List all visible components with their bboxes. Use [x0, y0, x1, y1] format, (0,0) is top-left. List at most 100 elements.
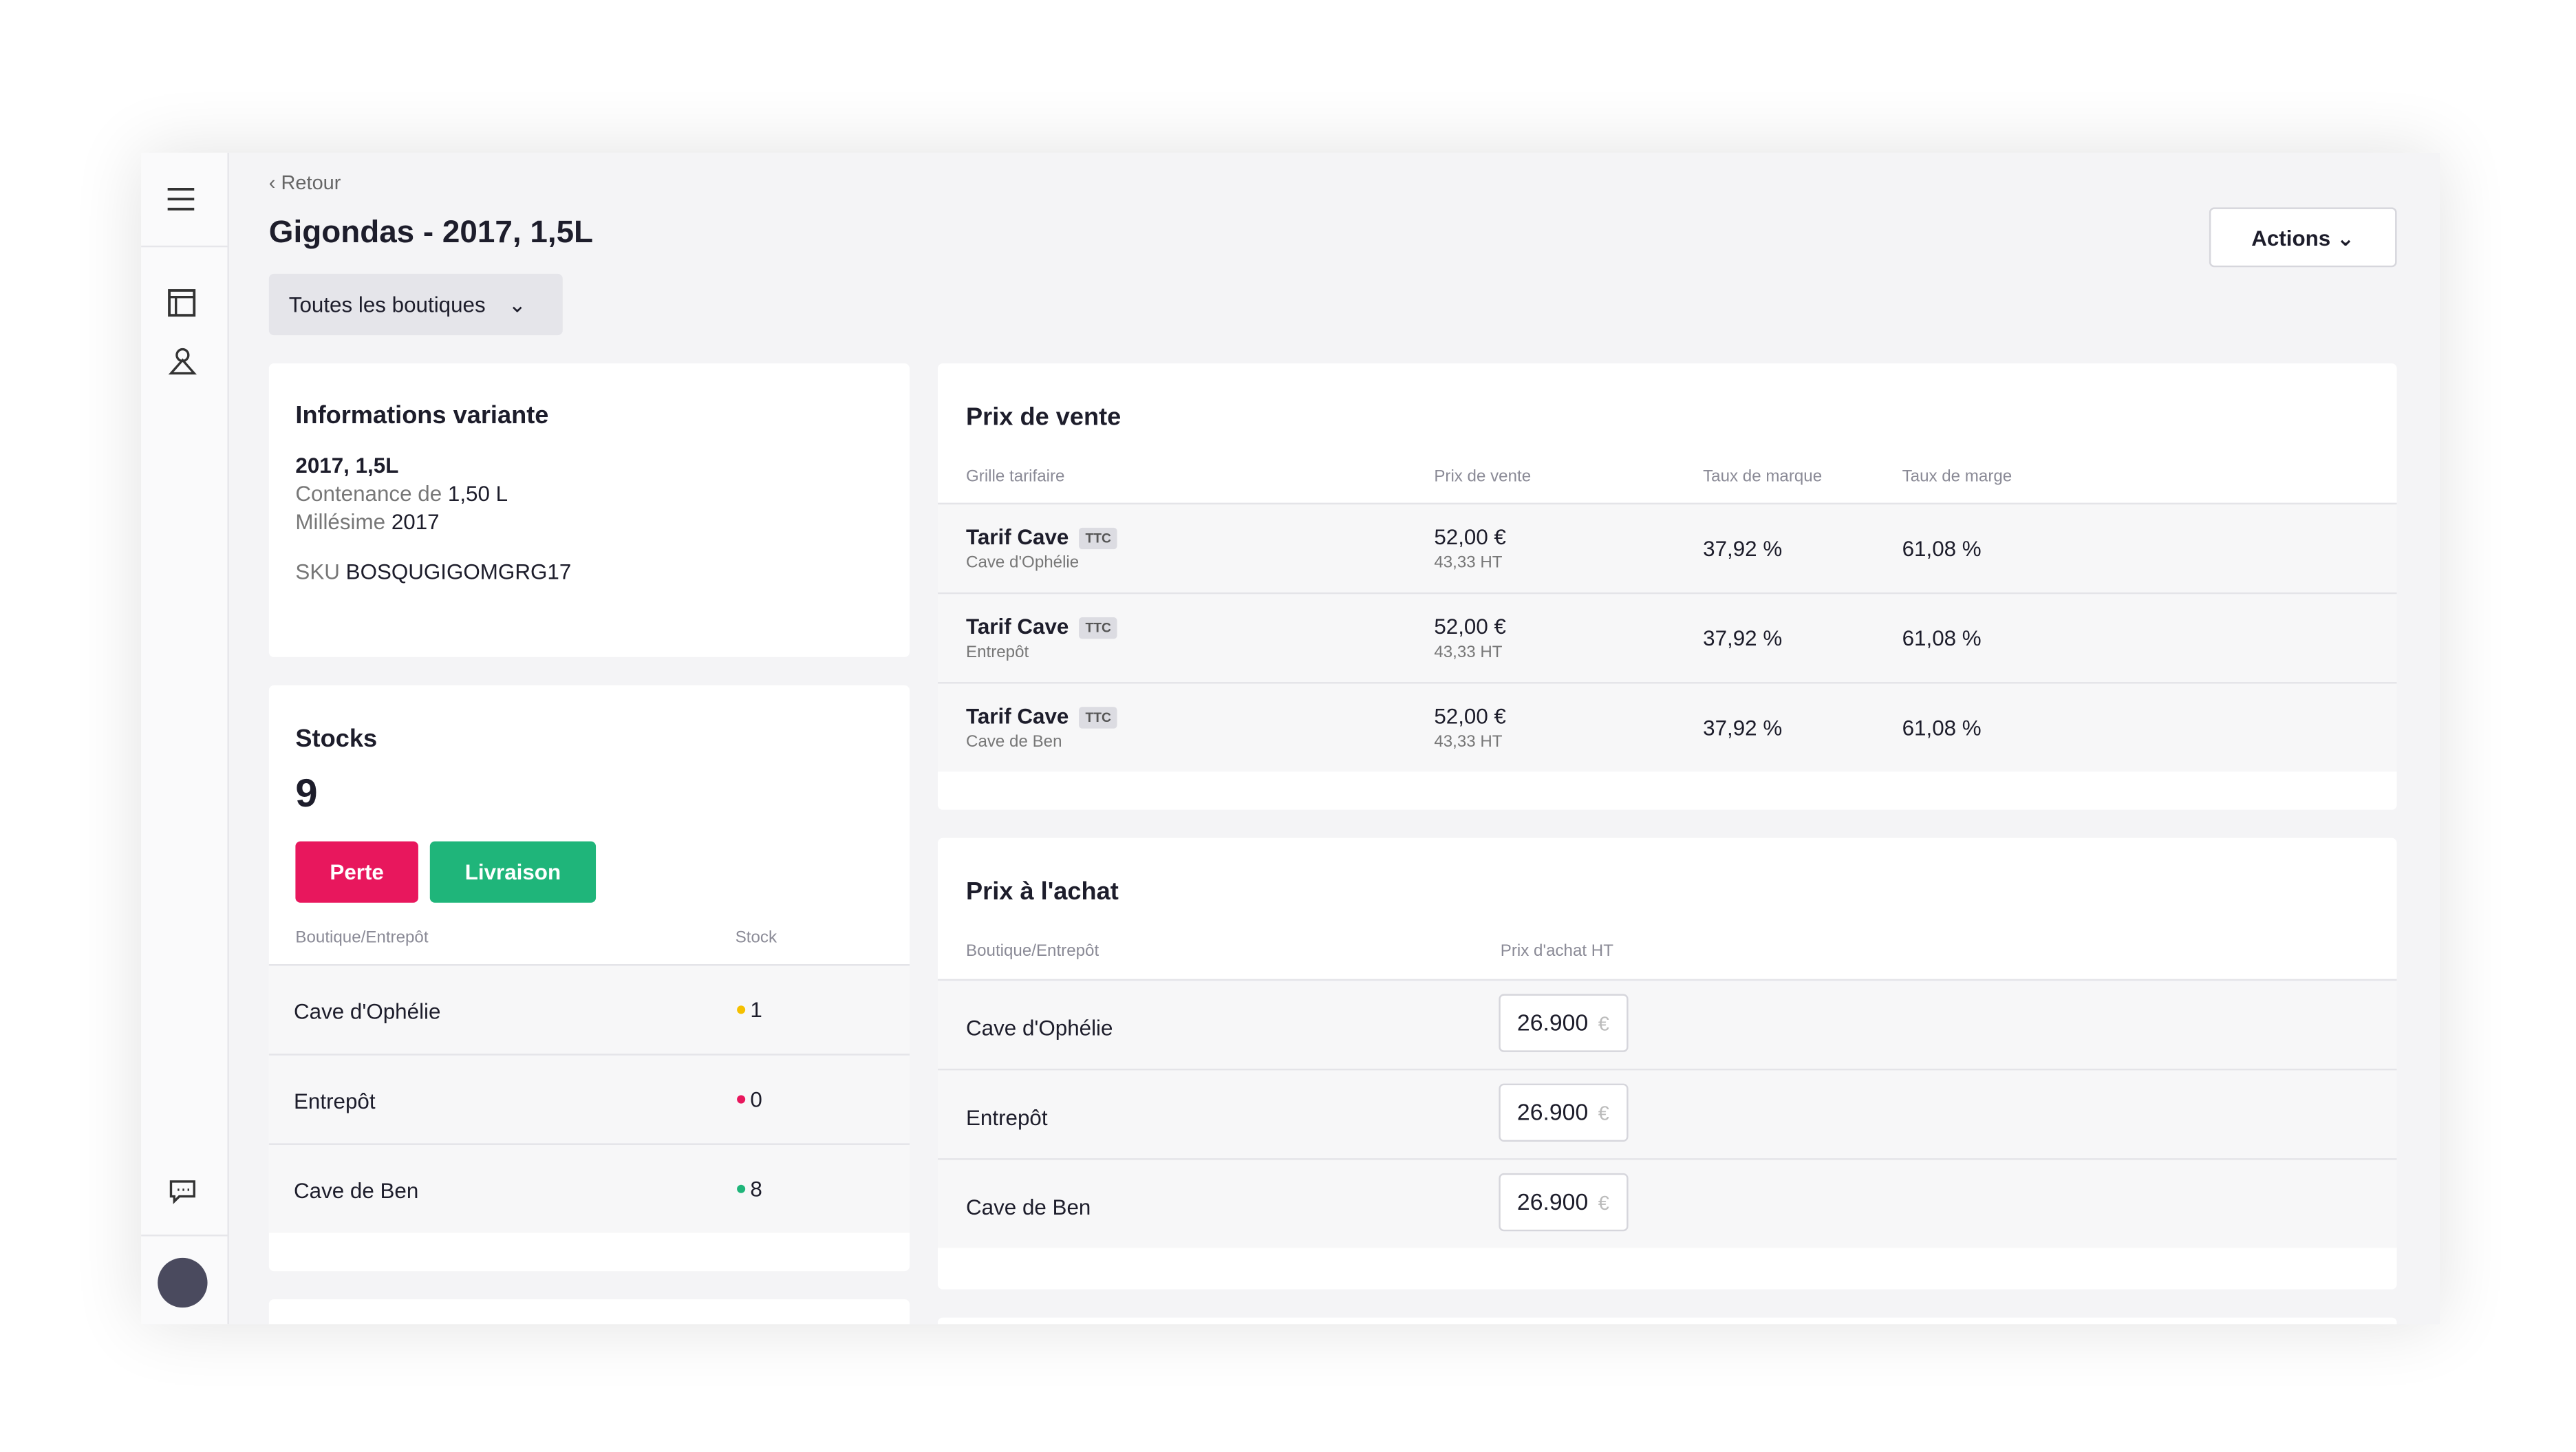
loss-button[interactable]: Perte: [295, 841, 418, 903]
currency: €: [1598, 1102, 1609, 1125]
badge: TTC: [1078, 707, 1118, 729]
variant-card: Informations variante 2017, 1,5L Contena…: [268, 363, 910, 657]
status-dot: [737, 1005, 746, 1014]
status-dot: [737, 1095, 746, 1104]
store: Entrepôt: [966, 643, 1029, 663]
location: Cave d'Ophélie: [966, 1015, 1113, 1040]
margin-rate: 61,08 %: [1902, 626, 1982, 651]
currency: €: [1598, 1012, 1609, 1036]
divider: [141, 245, 228, 248]
grid-label: Tarif Cave: [966, 703, 1069, 729]
variant-details: 2017, 1,5L Contenance de 1,50 L Millésim…: [295, 451, 571, 586]
price-ht: 43,33 HT: [1434, 554, 1503, 573]
stock-value: 0: [750, 1087, 762, 1112]
purchase-prices-card: Prix à l'achat Boutique/Entrepôt Prix d'a…: [938, 837, 2397, 1290]
delivery-button[interactable]: Livraison: [429, 841, 597, 903]
price-row: Tarif Cave TTC Entrepôt 52,00 € 43,33 HT 37,9…: [938, 592, 2397, 683]
price-ht: 43,33 HT: [1434, 733, 1503, 752]
brand-rate: 37,92 %: [1703, 715, 1783, 740]
back-link[interactable]: ‹ Retour: [268, 171, 341, 195]
location: Cave d'Ophélie: [293, 999, 441, 1024]
label: SKU: [295, 559, 340, 584]
grid-name: Tarif Cave TTC: [966, 614, 1118, 639]
actions-text: Actions: [2251, 225, 2331, 251]
sale-prices-card: Prix de vente Grille tarifaire Prix de ve…: [938, 363, 2397, 810]
value: BOSQUGIGOMGRG17: [345, 559, 572, 584]
grid-name: Tarif Cave TTC: [966, 703, 1118, 729]
column-header: Prix d'achat HT: [1500, 942, 1613, 961]
price: 52,00 €: [1434, 614, 1506, 639]
grid-name: Tarif Cave TTC: [966, 524, 1118, 550]
card-title: Stocks: [295, 725, 378, 754]
column-header: Taux de marque: [1703, 468, 1823, 487]
chat-icon[interactable]: [168, 1178, 197, 1205]
customers-icon[interactable]: [168, 347, 197, 376]
card-title: Prix de vente: [966, 403, 1121, 431]
purchase-row: Cave d'Ophélie 26.900 €: [938, 979, 2397, 1069]
sidebar: [141, 152, 229, 1325]
currency: €: [1598, 1191, 1609, 1215]
stock-total: 9: [295, 771, 318, 817]
price: 52,00 €: [1434, 524, 1506, 550]
price-ht: 43,33 HT: [1434, 643, 1503, 663]
purchase-row: Cave de Ben 26.900 €: [938, 1158, 2397, 1248]
card-title: Informations variante: [295, 401, 549, 430]
label: Contenance de: [295, 481, 442, 506]
store-filter-text: Toutes les boutiques: [288, 292, 486, 317]
price-value: 26.900: [1516, 1188, 1589, 1215]
actions-button[interactable]: Actions ⌄: [2209, 207, 2397, 268]
grid-label: Tarif Cave: [966, 524, 1069, 550]
badge: TTC: [1078, 527, 1118, 550]
location: Entrepôt: [966, 1104, 1048, 1131]
divider: [141, 1235, 228, 1237]
price-input[interactable]: 26.900 €: [1499, 994, 1629, 1052]
margin-rate: 61,08 %: [1902, 715, 1982, 740]
grid-label: Tarif Cave: [966, 614, 1069, 639]
page-title: Gigondas - 2017, 1,5L: [268, 215, 594, 251]
price-input[interactable]: 26.900 €: [1499, 1083, 1629, 1142]
stock-value: 1: [750, 997, 762, 1023]
column-header: Prix de vente: [1434, 468, 1532, 487]
price-input[interactable]: 26.900 €: [1499, 1173, 1629, 1232]
stock-row: Entrepôt 0: [268, 1054, 910, 1144]
variant-name: 2017, 1,5L: [295, 453, 399, 478]
stock-row: Cave d'Ophélie 1: [268, 964, 910, 1054]
value: 1,50 L: [447, 481, 508, 506]
card: [268, 1299, 910, 1325]
column-header: Boutique/Entrepôt: [295, 929, 429, 948]
stock-value: 8: [750, 1176, 762, 1202]
price: 52,00 €: [1434, 703, 1506, 729]
store: Cave d'Ophélie: [966, 554, 1080, 573]
back-text: Retour: [281, 171, 341, 195]
store: Cave de Ben: [966, 733, 1062, 752]
column-header: Boutique/Entrepôt: [966, 942, 1099, 961]
purchase-row: Entrepôt 26.900 €: [938, 1068, 2397, 1159]
price-row: Tarif Cave TTC Cave d'Ophélie 52,00 € 43,33 …: [938, 502, 2397, 592]
column-header: Taux de marge: [1902, 468, 2012, 487]
card-title: Prix à l'achat: [966, 877, 1119, 906]
app-frame: ‹ Retour Gigondas - 2017, 1,5L Toutes le…: [141, 152, 2440, 1325]
card: [938, 1317, 2397, 1325]
price-value: 26.900: [1516, 1009, 1589, 1036]
price-row: Tarif Cave TTC Cave de Ben 52,00 € 43,33 HT 3…: [938, 682, 2397, 772]
store-filter[interactable]: Toutes les boutiques ⌄: [268, 273, 563, 336]
menu-icon[interactable]: [166, 186, 195, 213]
price-value: 26.900: [1516, 1098, 1589, 1125]
column-header: Stock: [735, 929, 777, 948]
margin-rate: 61,08 %: [1902, 535, 1982, 562]
badge: TTC: [1078, 617, 1118, 639]
brand-rate: 37,92 %: [1703, 626, 1783, 651]
value: 2017: [391, 509, 440, 535]
catalog-icon[interactable]: [168, 289, 197, 319]
location: Cave de Ben: [293, 1178, 419, 1204]
avatar[interactable]: [158, 1257, 208, 1308]
brand-rate: 37,92 %: [1703, 535, 1783, 562]
label: Millésime: [295, 509, 386, 535]
column-header: Grille tarifaire: [966, 468, 1065, 487]
stocks-card: Stocks 9 Perte Livraison Boutique/Entrep…: [268, 685, 910, 1272]
location: Entrepôt: [293, 1088, 376, 1114]
status-dot: [737, 1184, 746, 1193]
